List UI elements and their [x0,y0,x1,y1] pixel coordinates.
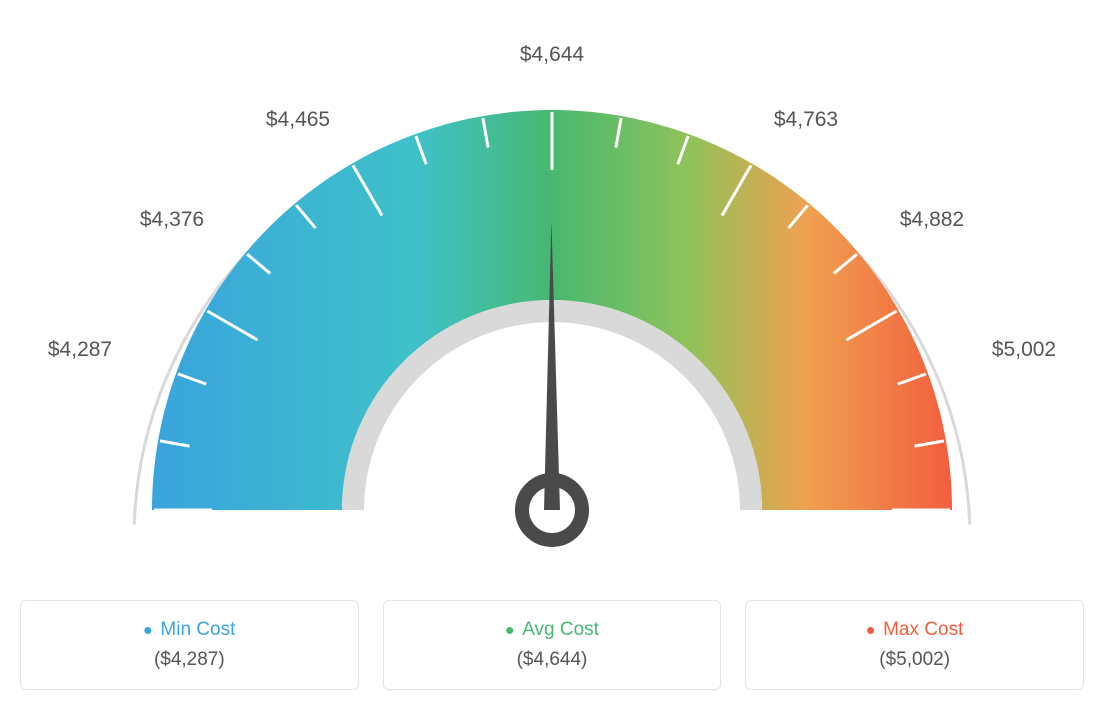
gauge-tick-label: $5,002 [992,338,1056,362]
legend-card-avg: Avg Cost ($4,644) [383,600,722,690]
gauge-tick-label: $4,644 [520,43,584,67]
legend-avg-label: Avg Cost [505,619,599,641]
gauge-dial: $4,287 $4,376 $4,465 $4,644 $4,763 $4,882 $5,0… [20,20,1084,580]
legend-row: Min Cost ($4,287) Avg Cost ($4,644) Max … [20,600,1084,690]
legend-max-label: Max Cost [866,619,963,641]
cost-gauge-chart: $4,287 $4,376 $4,465 $4,644 $4,763 $4,882 $5,0… [20,20,1084,690]
legend-card-max: Max Cost ($5,002) [745,600,1084,690]
gauge-tick-label: $4,882 [900,208,964,232]
gauge-tick-label: $4,763 [774,108,838,132]
legend-min-label: Min Cost [143,619,235,641]
legend-avg-value: ($4,644) [404,649,701,671]
gauge-tick-label: $4,465 [266,108,330,132]
gauge-tick-label: $4,287 [48,338,112,362]
legend-card-min: Min Cost ($4,287) [20,600,359,690]
legend-min-value: ($4,287) [41,649,338,671]
gauge-tick-label: $4,376 [140,208,204,232]
legend-max-value: ($5,002) [766,649,1063,671]
